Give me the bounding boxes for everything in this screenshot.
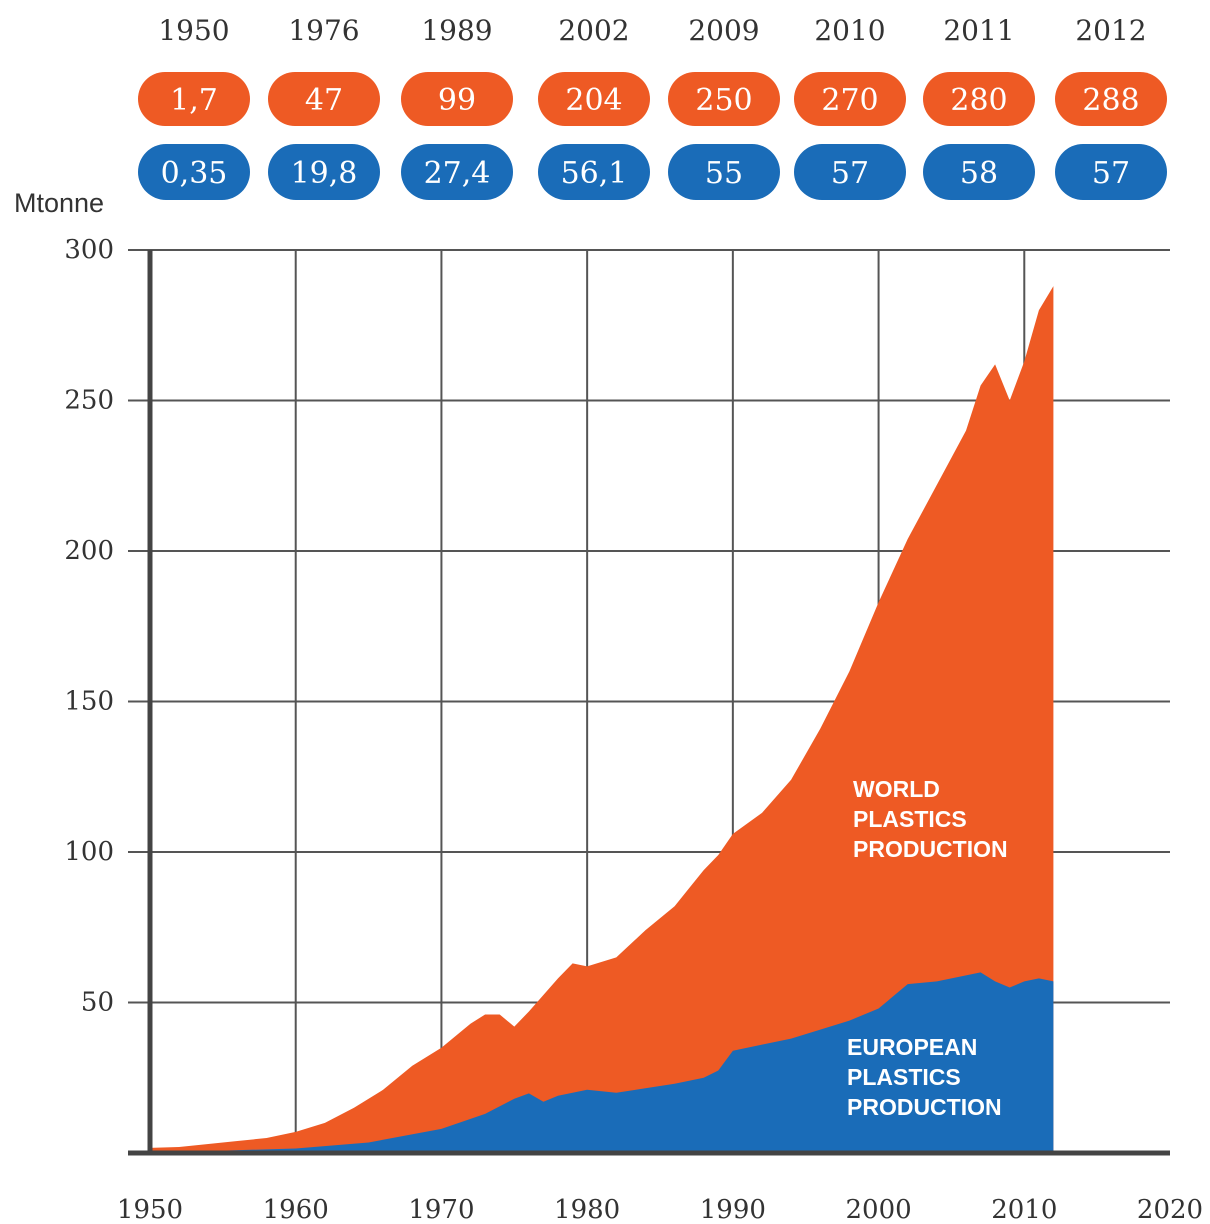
world-value-2011: 280: [950, 83, 1007, 118]
europe-value-1950: 0,35: [161, 156, 228, 191]
europe-value-2002: 56,1: [561, 156, 628, 191]
summary-year-2012: 2012: [1075, 14, 1146, 47]
world-value-pill-1950: [138, 72, 250, 126]
world-value-1950: 1,7: [170, 83, 218, 118]
world-production-area: [150, 286, 1054, 1154]
europe-value-1976: 19,8: [291, 156, 358, 191]
world-value-pill-2012: [1055, 72, 1167, 126]
europe-series-label-line-3: PRODUCTION: [847, 1094, 1002, 1120]
world-series-label-line-2: PLASTICS: [853, 806, 967, 832]
x-tick-label-2000: 2000: [845, 1195, 911, 1224]
europe-value-pill-2002: [538, 144, 650, 200]
y-tick-label-100: 100: [64, 837, 114, 867]
europe-value-pill-2010: [794, 144, 906, 200]
europe-production-area: [150, 972, 1054, 1153]
europe-value-pill-1950: [138, 144, 250, 200]
axes: 50 100 150 200 250 300 1950 1960 1970 1980 1990 200…: [64, 235, 1203, 1224]
summary-year-2002: 2002: [558, 14, 629, 47]
summary-year-1950: 1950: [158, 14, 229, 47]
europe-value-pill-1989: [401, 144, 513, 200]
y-tick-label-200: 200: [64, 536, 114, 566]
summary-table: 1950 1,7 0,35 1976 47 19,8 1989 99 27,4 2002 204 56…: [138, 14, 1167, 200]
world-value-2002: 204: [565, 83, 622, 118]
y-tick-label-300: 300: [64, 235, 114, 265]
summary-year-2010: 2010: [814, 14, 885, 47]
series-labels: WORLD PLASTICS PRODUCTION EUROPEAN PLASTICS P…: [847, 776, 1008, 1120]
world-value-pill-1976: [268, 72, 380, 126]
europe-value-pill-2009: [668, 144, 780, 200]
x-tick-label-2020: 2020: [1137, 1195, 1203, 1224]
summary-year-2011: 2011: [943, 14, 1014, 47]
world-value-1976: 47: [305, 83, 343, 118]
y-tick-label-50: 50: [81, 988, 114, 1018]
europe-value-1989: 27,4: [424, 156, 491, 191]
x-tick-label-1980: 1980: [554, 1195, 620, 1224]
x-tick-label-1950: 1950: [117, 1195, 183, 1224]
europe-value-2010: 57: [831, 156, 869, 191]
world-value-pill-1989: [401, 72, 513, 126]
y-axis-unit-label: Mtonne: [14, 188, 104, 218]
europe-value-2011: 58: [960, 156, 998, 191]
x-tick-label-2010: 2010: [991, 1195, 1057, 1224]
world-value-1989: 99: [438, 83, 476, 118]
x-tick-label-1970: 1970: [408, 1195, 474, 1224]
europe-value-pill-1976: [268, 144, 380, 200]
world-value-2010: 270: [821, 83, 878, 118]
y-tick-label-150: 150: [64, 687, 114, 717]
world-value-2009: 250: [695, 83, 752, 118]
europe-value-pill-2011: [923, 144, 1035, 200]
europe-value-2012: 57: [1092, 156, 1130, 191]
world-value-2012: 288: [1082, 83, 1139, 118]
y-tick-label-250: 250: [64, 386, 114, 416]
europe-value-pill-2012: [1055, 144, 1167, 200]
world-value-pill-2009: [668, 72, 780, 126]
world-series-label-line-3: PRODUCTION: [853, 836, 1008, 862]
world-value-pill-2010: [794, 72, 906, 126]
world-value-pill-2011: [923, 72, 1035, 126]
area-series-group: [150, 286, 1054, 1154]
summary-year-1976: 1976: [288, 14, 359, 47]
world-value-pill-2002: [538, 72, 650, 126]
x-tick-label-1960: 1960: [263, 1195, 329, 1224]
world-series-label-line-1: WORLD: [853, 776, 940, 802]
summary-year-1989: 1989: [421, 14, 492, 47]
summary-year-2009: 2009: [688, 14, 759, 47]
europe-value-2009: 55: [705, 156, 743, 191]
x-tick-label-1990: 1990: [700, 1195, 766, 1224]
europe-series-label-line-2: PLASTICS: [847, 1064, 961, 1090]
europe-series-label-line-1: EUROPEAN: [847, 1034, 977, 1060]
